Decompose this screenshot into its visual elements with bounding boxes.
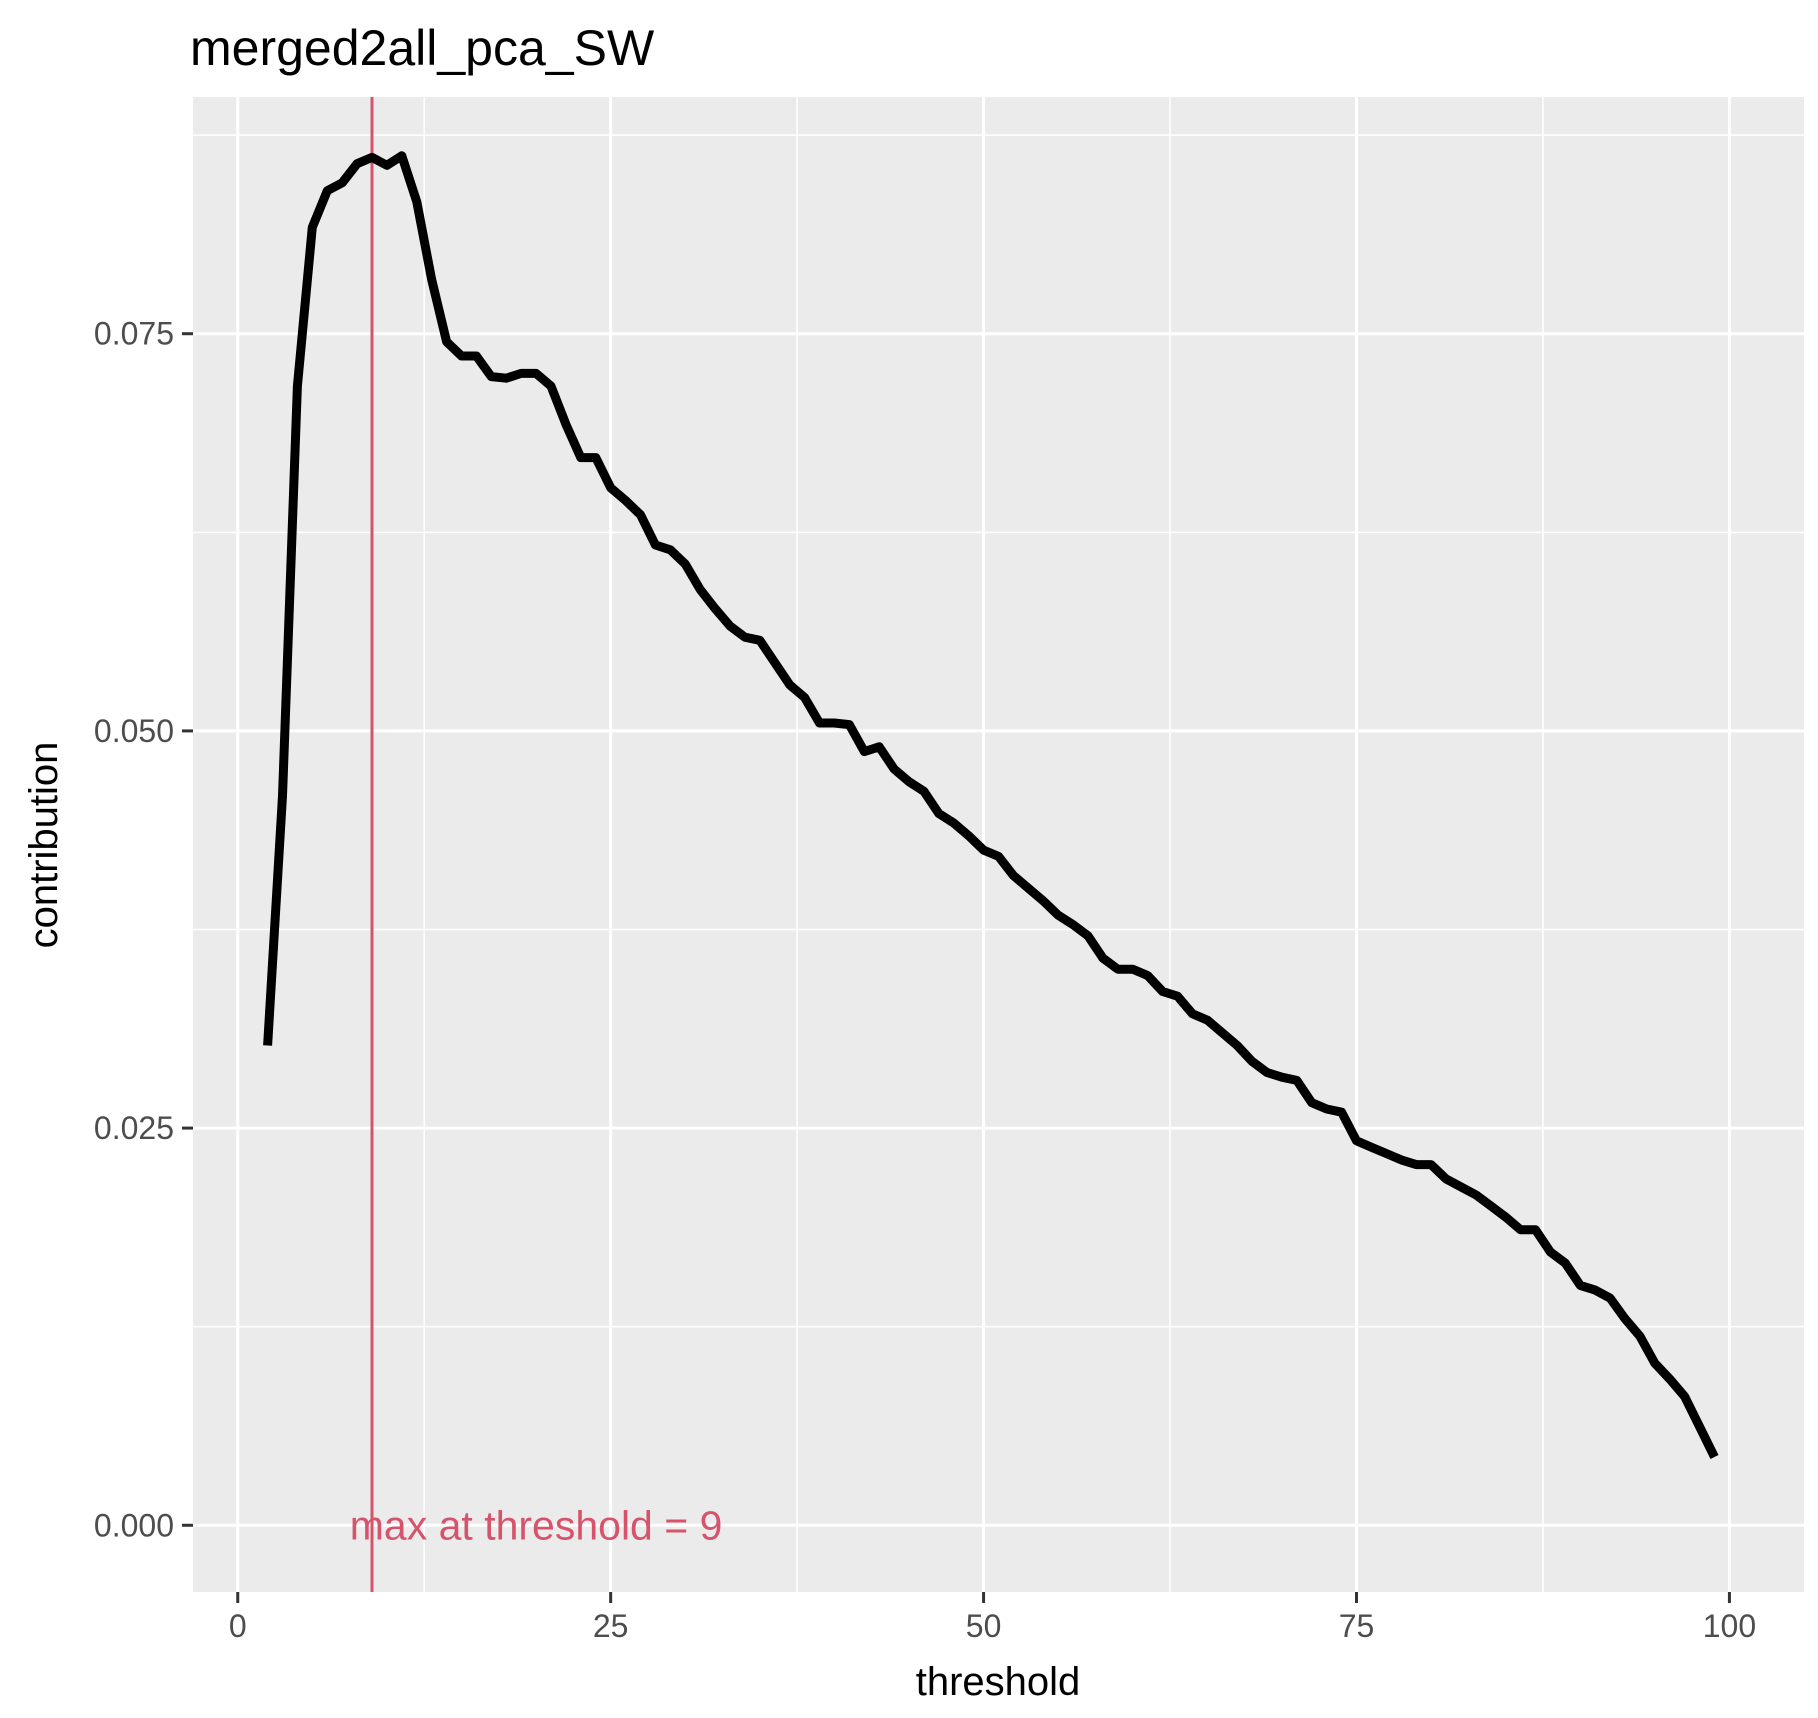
y-tick-label: 0.000 bbox=[94, 1507, 174, 1543]
major-gridlines bbox=[193, 97, 1804, 1592]
y-axis-title: contribution bbox=[22, 742, 66, 949]
plot-panel bbox=[193, 97, 1804, 1592]
y-tick-label: 0.025 bbox=[94, 1110, 174, 1146]
series-line bbox=[263, 151, 1719, 1459]
axis-ticks bbox=[182, 332, 1731, 1603]
tick-labels: 0 25 50 75 100 0.000 0.025 0.050 0.075 bbox=[94, 316, 1756, 1644]
y-tick-label: 0.050 bbox=[94, 713, 174, 749]
x-tick-label: 25 bbox=[593, 1608, 629, 1644]
x-tick-label: 75 bbox=[1339, 1608, 1375, 1644]
minor-gridlines bbox=[193, 97, 1804, 1592]
x-tick-label: 100 bbox=[1703, 1608, 1756, 1644]
max-annotation: max at threshold = 9 bbox=[350, 1502, 723, 1548]
y-tick-label: 0.075 bbox=[94, 316, 174, 352]
chart-title: merged2all_pca_SW bbox=[190, 20, 655, 76]
x-tick-label: 50 bbox=[966, 1608, 1002, 1644]
x-tick-label: 0 bbox=[229, 1608, 247, 1644]
x-axis-title: threshold bbox=[916, 1660, 1081, 1704]
